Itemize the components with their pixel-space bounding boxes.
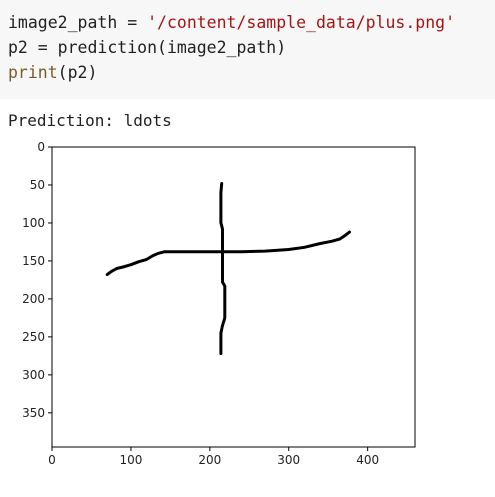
y-tick-label: 0 [37, 140, 45, 154]
x-tick-label: 100 [119, 453, 142, 467]
horizontal-stroke [105, 230, 351, 277]
x-tick-label: 200 [198, 453, 221, 467]
x-tick-label: 400 [356, 453, 379, 467]
y-tick-label: 50 [30, 178, 45, 192]
y-tick-label: 150 [22, 254, 45, 268]
code-call-args: (p2) [57, 63, 98, 82]
y-tick-label: 300 [22, 368, 45, 382]
code-line-1: image2_path = '/content/sample_data/plus… [8, 13, 455, 32]
x-tick-label: 0 [48, 453, 56, 467]
code-line-3: print(p2) [8, 63, 97, 82]
code-function-print: print [8, 63, 58, 82]
code-line-2: p2 = prediction(image2_path) [8, 38, 287, 57]
x-tick-label: 300 [277, 453, 300, 467]
code-variable-assignment: image2_path = [8, 13, 148, 32]
y-tick-label: 250 [22, 330, 45, 344]
code-cell[interactable]: image2_path = '/content/sample_data/plus… [0, 0, 495, 99]
axes-frame [51, 146, 416, 448]
y-tick-label: 100 [22, 216, 45, 230]
y-tick-label: 200 [22, 292, 45, 306]
prediction-output: Prediction: ldots [8, 111, 172, 130]
code-string-path: '/content/sample_data/plus.png' [147, 13, 456, 32]
y-tick-label: 350 [22, 406, 45, 420]
vertical-stroke [219, 182, 227, 356]
